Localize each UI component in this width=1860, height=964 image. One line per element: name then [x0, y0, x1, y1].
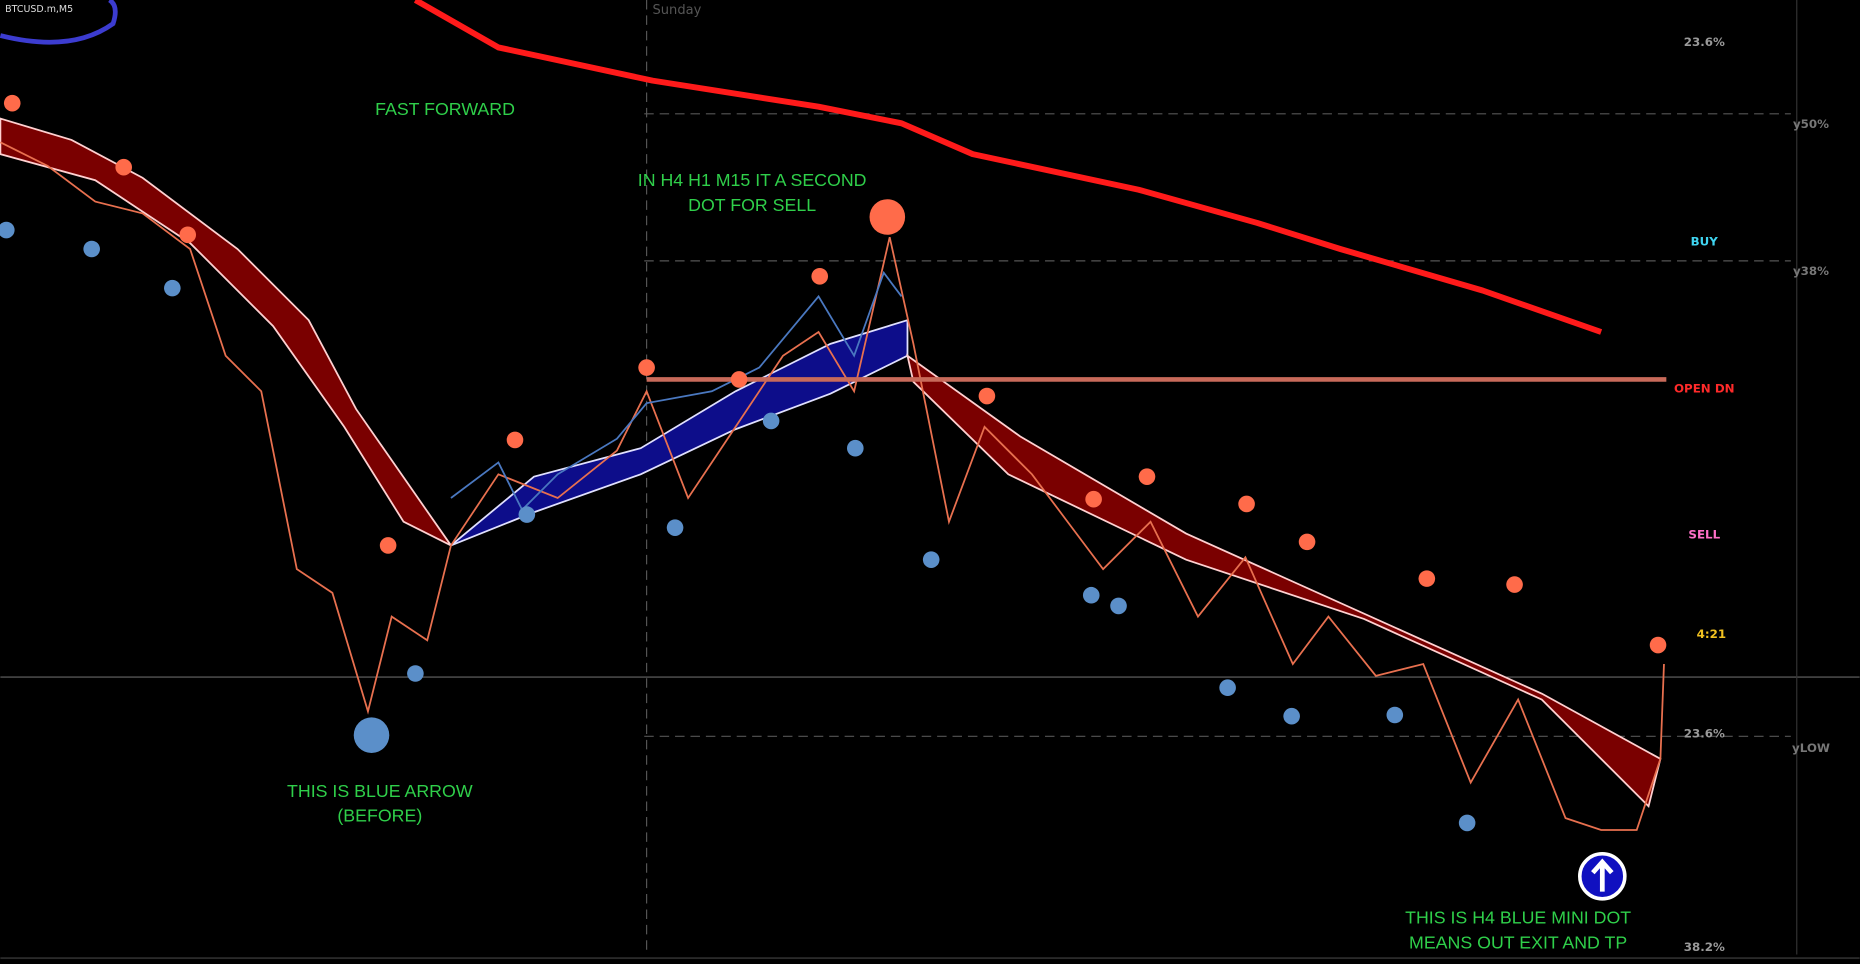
- level-label: y38%: [1793, 264, 1829, 278]
- sell-band: [906, 353, 1662, 809]
- sell-dots: [3, 94, 1667, 654]
- price-trace: [0, 141, 1665, 831]
- day-label: Sunday: [653, 3, 702, 18]
- highlight-scribble: [0, 0, 118, 45]
- sell-band: [0, 117, 452, 547]
- moving-average: [413, 0, 1603, 335]
- level-label: 23.6%: [1684, 35, 1725, 49]
- level-label: 23.6%: [1684, 727, 1725, 741]
- blue-arrow: [1578, 851, 1627, 901]
- level-label: y50%: [1793, 117, 1829, 131]
- annotation: FAST FORWARD: [375, 99, 515, 119]
- annotation: THIS IS H4 BLUE MINI DOT: [1405, 908, 1631, 928]
- level-label: 4:21: [1697, 627, 1726, 641]
- annotation: MEANS OUT EXIT AND TP: [1409, 933, 1627, 953]
- annotation: (BEFORE): [337, 806, 422, 826]
- level-label: BUY: [1691, 234, 1719, 248]
- symbol-label: BTCUSD.m,M5: [5, 4, 73, 15]
- price-trace: [450, 270, 903, 512]
- level-label: OPEN DN: [1674, 381, 1735, 395]
- annotation: IN H4 H1 M15 IT A SECOND: [638, 170, 867, 190]
- level-label: yLOW: [1792, 741, 1830, 755]
- annotation: DOT FOR SELL: [688, 195, 816, 215]
- buy-band: [450, 318, 909, 547]
- buy-dots: [0, 221, 1476, 832]
- level-label: 38.2%: [1684, 940, 1725, 954]
- level-label: SELL: [1688, 527, 1720, 541]
- annotation: THIS IS BLUE ARROW: [287, 781, 473, 801]
